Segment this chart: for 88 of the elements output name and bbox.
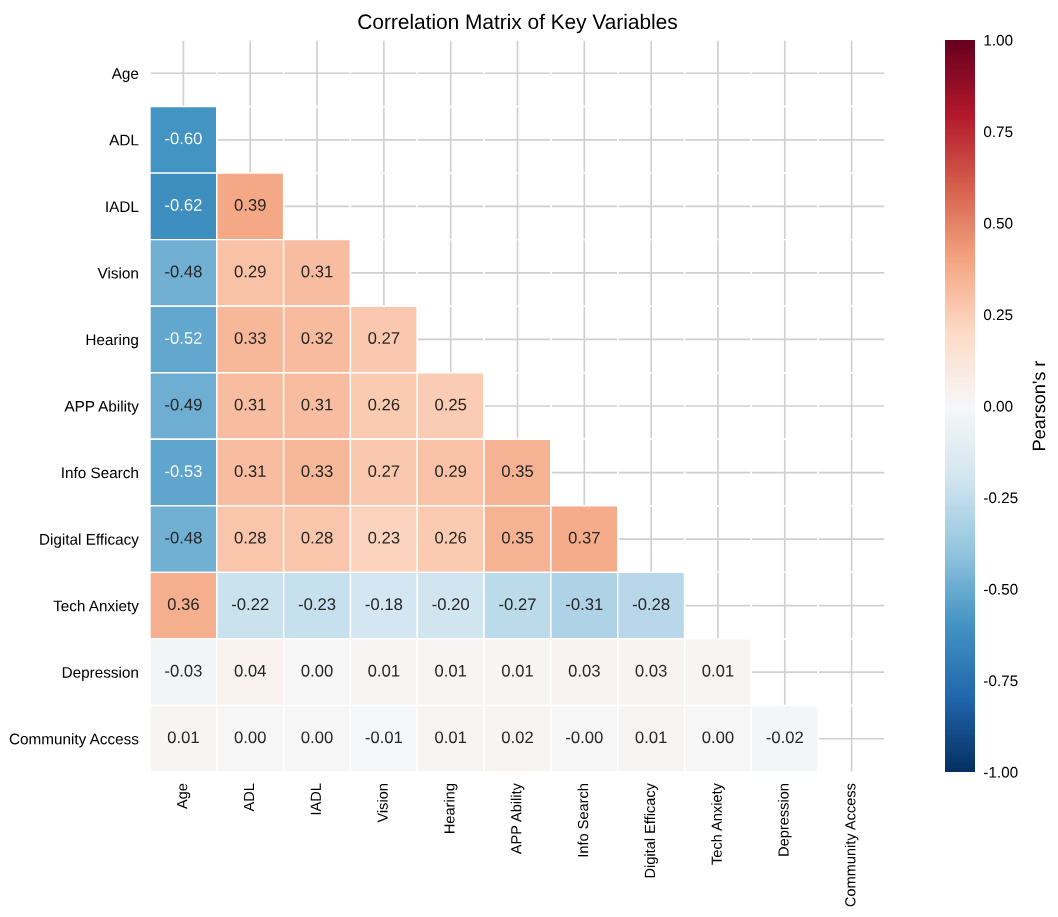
data-label: -0.18: [365, 598, 403, 611]
data-label: 0.00: [702, 731, 734, 744]
data-label: 0.33: [234, 332, 266, 344]
y-tick-label: Digital Efficacy: [40, 533, 139, 548]
data-label: 0.26: [368, 398, 400, 411]
data-label: 0.26: [435, 531, 467, 544]
y-tick-label: Depression: [62, 666, 138, 681]
data-label: 0.35: [501, 465, 534, 478]
data-label: 0.27: [368, 465, 400, 478]
color-bar-label: 0.75: [983, 126, 1013, 138]
y-tick-label: Hearing: [86, 333, 138, 349]
x-tick-label: Info Search: [577, 784, 589, 857]
data-label: 0.33: [301, 465, 333, 478]
data-label: 0.35: [501, 531, 534, 544]
data-label: -0.60: [165, 132, 202, 145]
data-label: 0.23: [368, 531, 400, 544]
data-label: -0.53: [165, 465, 202, 478]
data-label: 0.01: [501, 664, 533, 677]
x-tick-label: Depression: [777, 784, 792, 856]
data-label: 0.01: [635, 731, 667, 744]
data-label: -0.27: [499, 598, 536, 611]
data-label: 0.29: [435, 465, 467, 478]
y-tick-label: Info Search: [62, 467, 138, 479]
data-label: 0.31: [234, 465, 266, 478]
data-label: 0.03: [635, 664, 667, 677]
color-bar-label: 0.50: [983, 217, 1013, 229]
data-label: 0.04: [234, 664, 266, 677]
data-label: 0.31: [234, 398, 266, 411]
data-label: -0.02: [766, 731, 803, 744]
data-label: -0.48: [165, 265, 202, 278]
y-tick-label: Tech Anxiety: [53, 600, 139, 615]
data-label: 0.27: [368, 332, 400, 344]
data-label: 0.25: [435, 398, 467, 411]
data-label: 0.01: [435, 664, 467, 677]
data-label: 0.02: [501, 731, 533, 744]
data-label: 0.01: [702, 664, 734, 677]
data-label: 0.31: [301, 265, 333, 278]
data-label: -0.48: [165, 531, 202, 544]
y-tick-label: Vision: [97, 267, 138, 279]
x-tick-label: APP Ability: [510, 783, 525, 855]
color-bar-title: Pearson's r: [1032, 360, 1046, 450]
x-tick-label: ADL: [243, 783, 254, 812]
data-label: -0.00: [566, 731, 603, 744]
data-label: 0.00: [301, 731, 333, 744]
color-bar-label: -0.25: [984, 492, 1018, 504]
data-label: 0.31: [301, 398, 333, 411]
data-label: 0.32: [301, 332, 333, 344]
data-label: -0.62: [165, 199, 202, 211]
data-label: -0.22: [231, 598, 269, 611]
data-label: 0.03: [568, 664, 600, 677]
x-tick-label: Age: [177, 783, 191, 810]
data-label: 0.01: [368, 664, 400, 677]
x-tick-label: Hearing: [443, 784, 458, 833]
data-label: 0.29: [234, 265, 266, 278]
data-label: 0.28: [301, 531, 333, 544]
color-bar-label: 0.00: [983, 400, 1013, 412]
chart-title: Correlation Matrix of Key Variables: [358, 13, 677, 34]
data-label: -0.31: [566, 598, 603, 611]
color-bar-label: -1.00: [984, 766, 1018, 778]
x-tick-label: Tech Anxiety: [711, 783, 725, 865]
color-bar-label: 0.25: [983, 309, 1013, 321]
data-label: -0.28: [632, 598, 670, 611]
data-label: 0.39: [234, 199, 266, 211]
x-tick-label: Vision: [377, 784, 388, 823]
data-label: -0.03: [165, 664, 202, 677]
data-label: 0.01: [435, 731, 467, 744]
y-tick-label: Community Access: [9, 733, 139, 748]
data-label: 0.00: [234, 731, 266, 744]
data-label: -0.23: [298, 598, 336, 611]
color-bar-label: 1.00: [984, 34, 1013, 46]
x-tick-label: Community Access: [844, 783, 859, 907]
data-label: 0.28: [234, 531, 266, 544]
x-tick-label: IADL: [310, 783, 321, 815]
data-label: -0.52: [165, 332, 202, 344]
y-tick-label: IADL: [106, 201, 139, 212]
x-tick-label: Digital Efficacy: [644, 783, 658, 878]
data-label: -0.01: [365, 731, 403, 744]
y-tick-label: Age: [111, 68, 139, 82]
data-label: 0.01: [167, 731, 199, 744]
color-bar-label: -0.50: [984, 583, 1018, 595]
color-bar-label: -0.75: [984, 675, 1018, 687]
data-label: 0.00: [301, 664, 333, 677]
data-label: -0.20: [432, 598, 470, 611]
data-label: 0.36: [167, 598, 199, 611]
y-tick-label: APP Ability: [64, 400, 139, 415]
y-tick-label: ADL: [109, 134, 139, 146]
data-label: 0.37: [568, 531, 600, 544]
data-label: -0.49: [165, 398, 202, 411]
